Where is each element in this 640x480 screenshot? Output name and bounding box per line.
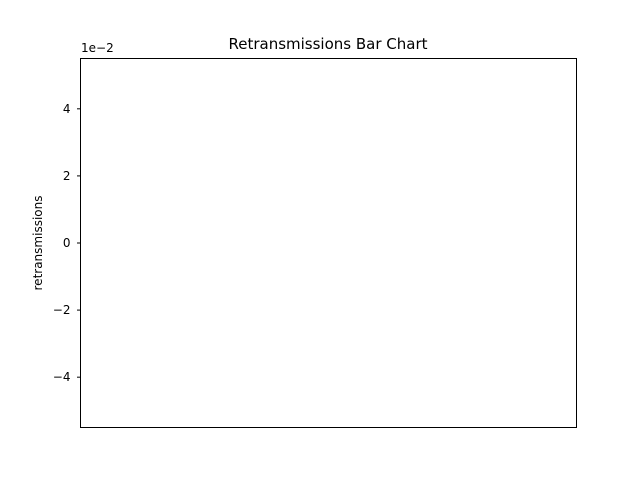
plot-area-frame (80, 58, 577, 428)
chart-title: Retransmissions Bar Chart (228, 35, 427, 53)
y-tick-label: 4 (63, 102, 71, 116)
y-axis-ticks: 4 2 0 −2 −4 (53, 102, 81, 384)
y-tick-label: −4 (53, 370, 71, 384)
y-axis-offset-label: 1e−2 (81, 41, 114, 55)
y-tick-label: 2 (63, 169, 71, 183)
y-axis-label: retransmissions (31, 196, 45, 291)
y-tick-label: 0 (63, 236, 71, 250)
y-tick-label: −2 (53, 303, 71, 317)
